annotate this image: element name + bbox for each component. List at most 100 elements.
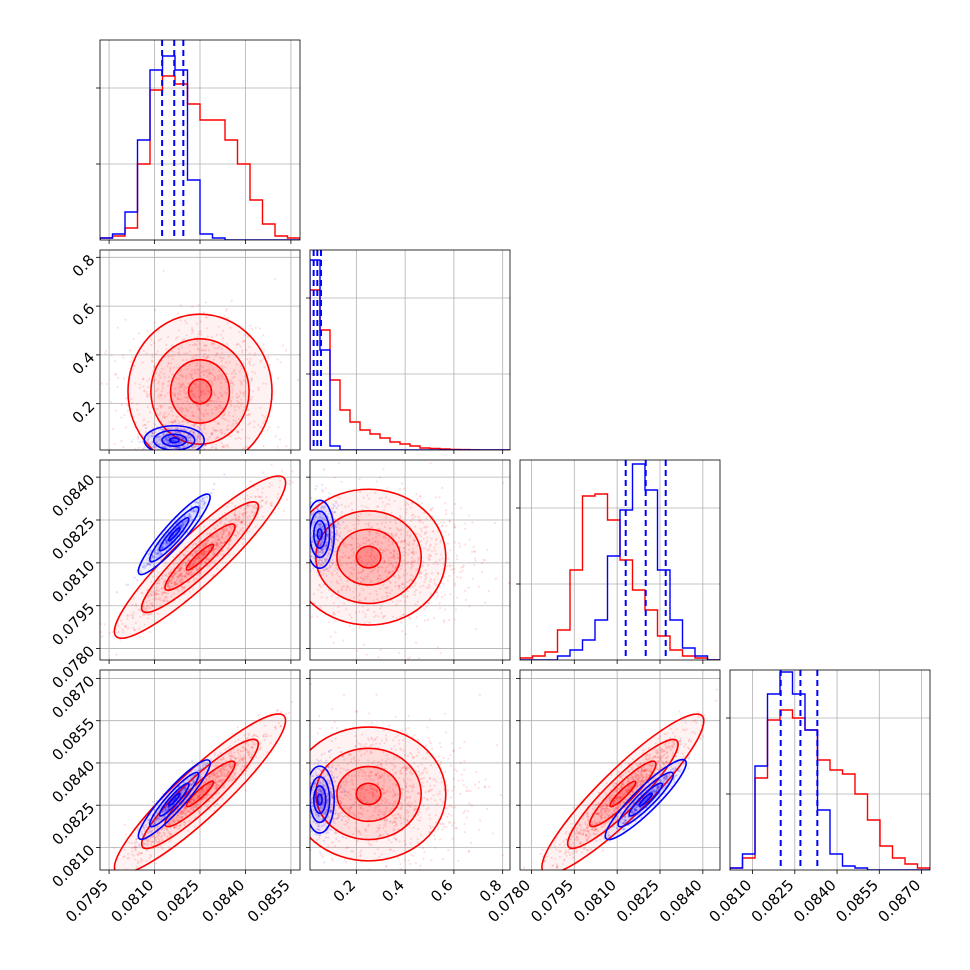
red-sample-point — [183, 388, 186, 392]
red-sample-point — [224, 366, 227, 369]
red-sample-point — [162, 574, 165, 577]
red-sample-point — [332, 612, 335, 615]
red-sample-point — [239, 521, 242, 524]
red-sample-point — [205, 541, 209, 544]
red-sample-point — [220, 779, 223, 782]
red-sample-point — [185, 321, 188, 325]
red-sample-point — [226, 527, 229, 531]
red-sample-point — [203, 420, 206, 423]
red-sample-point — [403, 539, 406, 542]
red-sample-point — [322, 687, 324, 689]
red-sample-point — [162, 831, 165, 835]
red-sample-point — [433, 549, 436, 552]
red-sample-point — [150, 359, 154, 362]
red-sample-point — [133, 846, 137, 849]
red-sample-point — [345, 588, 348, 592]
red-sample-point — [198, 546, 201, 549]
red-sample-point — [449, 548, 452, 552]
red-sample-point — [169, 833, 172, 836]
red-sample-point — [397, 585, 400, 588]
blue-sample-point — [326, 533, 329, 537]
red-sample-point — [196, 568, 199, 571]
red-sample-point — [420, 529, 423, 533]
red-sample-point — [202, 771, 205, 774]
blue-sample-point — [327, 533, 330, 536]
red-sample-point — [198, 342, 201, 345]
red-sample-point — [140, 591, 144, 594]
red-sample-point — [214, 540, 217, 544]
red-sample-point — [405, 511, 408, 514]
blue-sample-point — [189, 516, 192, 520]
blue-sample-point — [327, 516, 330, 519]
red-sample-point — [402, 583, 405, 586]
red-sample-point — [374, 540, 378, 543]
red-sample-point — [357, 594, 360, 598]
red-sample-point — [190, 553, 194, 556]
blue-sample-point — [320, 506, 324, 509]
blue-sample-point — [157, 435, 160, 438]
blue-sample-point — [153, 445, 157, 449]
red-sample-point — [177, 329, 180, 332]
red-sample-point — [191, 806, 195, 809]
red-sample-point — [197, 794, 200, 797]
red-sample-point — [348, 613, 351, 616]
blue-sample-point — [176, 446, 180, 450]
blue-sample-point — [325, 543, 328, 547]
red-sample-point — [225, 361, 228, 364]
red-sample-point — [433, 578, 436, 582]
red-sample-point — [207, 403, 210, 406]
red-sample-point — [242, 339, 246, 343]
red-sample-point — [240, 520, 244, 523]
blue-sample-point — [146, 562, 149, 566]
red-sample-point — [176, 575, 180, 578]
red-sample-point — [411, 564, 415, 567]
red-sample-point — [134, 848, 137, 851]
red-sample-point — [130, 398, 133, 401]
red-sample-point — [415, 616, 418, 619]
blue-sample-point — [162, 544, 165, 547]
red-sample-point — [219, 757, 222, 761]
red-sample-point — [439, 651, 442, 655]
red-sample-point — [384, 516, 387, 519]
red-sample-point — [151, 427, 155, 430]
blue-sample-point — [331, 526, 334, 529]
blue-sample-point — [321, 547, 324, 551]
red-sample-point — [137, 413, 141, 416]
red-sample-point — [251, 505, 255, 508]
red-sample-point — [153, 598, 157, 601]
blue-sample-point — [200, 428, 204, 432]
red-sample-point — [196, 802, 199, 805]
red-sample-point — [230, 527, 233, 531]
red-sample-point — [420, 572, 423, 575]
red-sample-point — [412, 552, 416, 556]
red-sample-point — [190, 573, 194, 576]
red-sample-point — [144, 423, 147, 426]
red-sample-point — [253, 420, 256, 423]
red-sample-point — [391, 569, 394, 573]
red-sample-point — [453, 523, 456, 526]
red-sample-point — [438, 606, 442, 610]
red-sample-point — [338, 497, 341, 500]
blue-sample-point — [151, 554, 154, 557]
red-sample-point — [398, 528, 401, 531]
red-sample-point — [190, 387, 193, 390]
red-sample-point — [131, 368, 135, 371]
blue-sample-point — [179, 431, 183, 434]
red-sample-point — [201, 370, 204, 373]
red-sample-point — [204, 316, 208, 319]
red-sample-point — [137, 853, 140, 857]
red-sample-point — [221, 337, 224, 340]
red-sample-point — [344, 554, 347, 557]
red-sample-point — [401, 564, 404, 567]
blue-sample-point — [196, 445, 199, 448]
blue-sample-point — [335, 532, 338, 535]
red-sample-point — [227, 544, 231, 547]
red-sample-point — [131, 616, 134, 619]
red-sample-point — [444, 530, 447, 534]
red-sample-point — [275, 727, 278, 730]
red-sample-point — [123, 413, 126, 417]
red-sample-point — [120, 439, 123, 443]
red-sample-point — [393, 557, 396, 560]
red-sample-point — [248, 361, 251, 364]
